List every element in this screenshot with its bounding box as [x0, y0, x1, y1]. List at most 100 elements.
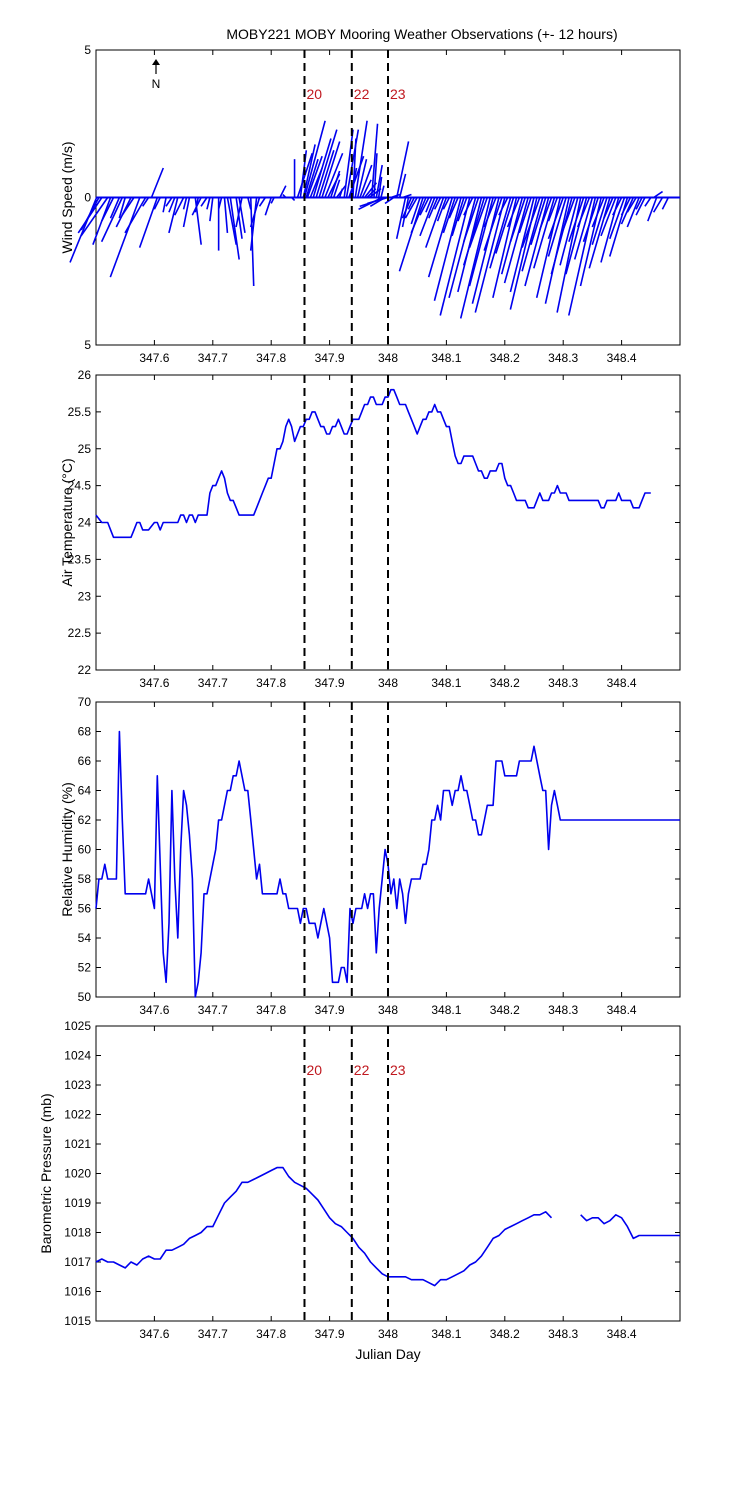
wind-vector — [565, 197, 588, 275]
wind-vector — [647, 197, 658, 222]
event-label: 23 — [390, 86, 406, 102]
series-line — [95, 1166, 680, 1287]
wind-vector — [535, 197, 562, 298]
y-tick-label: 1016 — [64, 1285, 91, 1299]
x-tick-label: 347.8 — [256, 1003, 286, 1017]
wind-vector — [361, 179, 372, 198]
wind-vector — [401, 197, 413, 219]
x-tick-label: 347.6 — [139, 351, 169, 365]
wind-vector — [530, 197, 547, 245]
wind-vector — [410, 197, 427, 234]
event-label: 23 — [390, 1062, 406, 1078]
x-tick-label: 347.7 — [198, 1327, 228, 1341]
x-tick-label: 347.7 — [198, 676, 228, 690]
wind-vector — [547, 197, 559, 222]
y-tick-label: 25.5 — [68, 405, 92, 419]
x-tick-label: 347.9 — [315, 676, 345, 690]
wind-vector — [451, 197, 465, 237]
wind-vector — [101, 197, 115, 222]
wind-vector — [182, 197, 188, 210]
x-tick-label: 347.8 — [256, 351, 286, 365]
north-label: N — [152, 77, 161, 91]
y-tick-label: 50 — [78, 990, 92, 1004]
x-tick-label: 348.3 — [548, 1327, 578, 1341]
wind-vector — [282, 193, 287, 199]
x-axis-label: Julian Day — [355, 1346, 420, 1362]
wind-vector — [330, 170, 341, 198]
wind-vector — [436, 197, 448, 222]
y-tick-label: 22.5 — [68, 626, 92, 640]
wind-vector — [474, 197, 506, 313]
wind-vector — [354, 120, 368, 198]
series-line — [95, 388, 651, 539]
wind-vector — [291, 196, 296, 202]
y-tick-label: 1020 — [64, 1167, 91, 1181]
wind-vector — [352, 138, 357, 198]
wind-vector — [390, 193, 401, 199]
wind-vector — [235, 197, 243, 228]
wind-vector — [305, 158, 319, 198]
panels: 347.6 347.7 347.8 347.9 348 348.1 348.2 348.3 34… — [38, 43, 681, 1362]
y-tick-label: 24.5 — [68, 479, 92, 493]
wind-vector — [380, 185, 385, 198]
wind-vector — [168, 197, 176, 213]
wind-vector — [419, 197, 430, 216]
x-tick-label: 348.3 — [548, 1003, 578, 1017]
y-tick-label: 1025 — [64, 1019, 91, 1033]
wind-vector — [547, 197, 564, 240]
x-tick-label: 348 — [378, 351, 398, 365]
wind-vector — [324, 152, 344, 198]
y-tick-label: 1021 — [64, 1137, 91, 1151]
y-tick-label: 1022 — [64, 1108, 91, 1122]
wind-vector — [165, 197, 173, 207]
y-axis-label: Wind Speed (m/s) — [59, 141, 75, 253]
x-tick-label: 348.4 — [607, 1003, 637, 1017]
wind-vector — [332, 179, 341, 198]
wind-vector — [419, 197, 436, 237]
wind-vector — [321, 141, 341, 198]
wind-vector — [644, 197, 652, 207]
wind-vector — [121, 197, 135, 216]
wind-vector — [518, 197, 532, 234]
wind-vector — [174, 197, 185, 216]
wind-vector — [483, 197, 497, 228]
north-arrow-icon — [152, 59, 160, 65]
x-tick-label: 347.8 — [256, 676, 286, 690]
wind-vector — [433, 197, 462, 301]
wind-vector — [395, 197, 407, 239]
wind-vector — [302, 144, 316, 198]
y-tick-label: 25 — [78, 442, 92, 456]
wind-vector — [359, 164, 373, 198]
wind-vector — [356, 158, 368, 198]
wind-vector — [600, 197, 617, 237]
y-tick-label: 1024 — [64, 1049, 91, 1063]
y-tick-label: 62 — [78, 813, 92, 827]
y-tick-label: 22 — [78, 663, 92, 677]
x-tick-label: 348.1 — [431, 676, 461, 690]
x-tick-label: 348.4 — [607, 1327, 637, 1341]
y-tick-label: 64 — [78, 784, 92, 798]
wind-vector — [576, 197, 591, 228]
wind-vector — [591, 197, 608, 245]
wind-vector — [312, 138, 332, 198]
wind-vector — [495, 197, 515, 254]
wind-vector — [439, 197, 471, 316]
y-tick-label: 54 — [78, 931, 92, 945]
x-tick-label: 348.4 — [607, 676, 637, 690]
wind-vector — [150, 167, 165, 198]
y-tick-label: 66 — [78, 754, 92, 768]
wind-vector — [503, 197, 529, 284]
wind-vector — [448, 197, 477, 299]
wind-vector — [661, 197, 670, 210]
event-label: 20 — [306, 1062, 322, 1078]
wind-vector — [343, 129, 354, 198]
y-tick-label: 1015 — [64, 1314, 91, 1328]
x-tick-label: 347.9 — [315, 1327, 345, 1341]
panel-2: 347.6 347.7 347.8 347.9 348 348.1 348.2 348.3 34… — [59, 368, 681, 690]
x-tick-label: 348 — [378, 676, 398, 690]
wind-vector — [100, 197, 124, 243]
wind-vector — [562, 197, 576, 231]
y-tick-label: 26 — [78, 368, 92, 382]
wind-vector — [509, 197, 526, 243]
wind-vector — [407, 197, 415, 210]
